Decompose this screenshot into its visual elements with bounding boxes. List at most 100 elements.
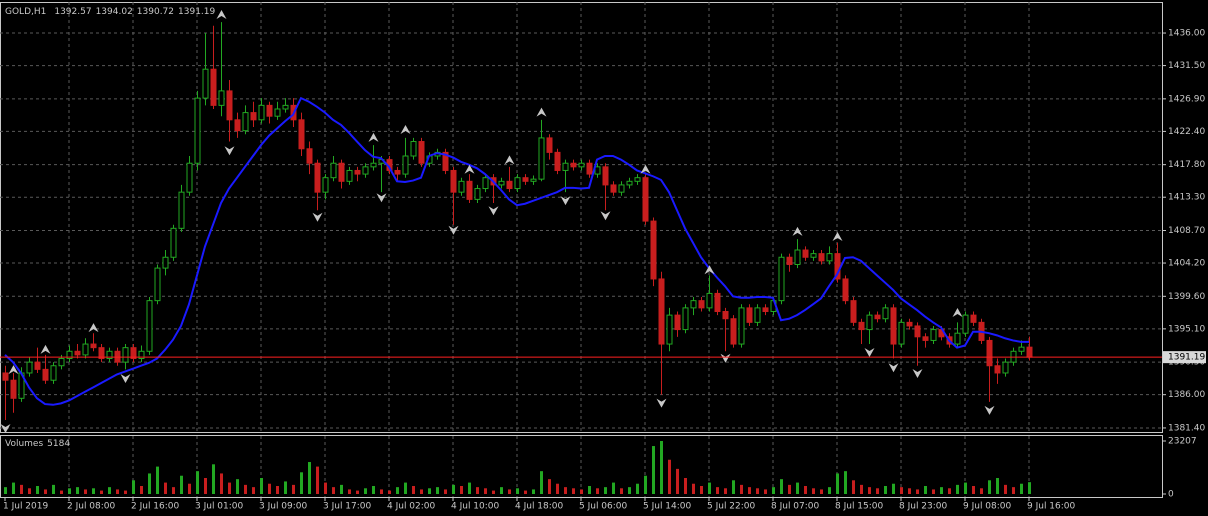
- candle-body: [450, 169, 457, 193]
- candle-body: [514, 177, 521, 190]
- volume-bar: [356, 490, 359, 494]
- volume-bar: [796, 482, 799, 494]
- candle-body: [930, 329, 937, 341]
- candle-body: [866, 314, 873, 331]
- y-tick-label: 1436.00: [1168, 29, 1205, 39]
- volume-bar: [740, 484, 743, 494]
- candle-body: [642, 177, 649, 222]
- volume-bar: [388, 490, 391, 494]
- fractal-up: [368, 132, 379, 142]
- candle-body: [722, 310, 729, 320]
- candle-body: [402, 155, 409, 175]
- volume-bar: [756, 488, 759, 494]
- volume-bar: [628, 487, 631, 494]
- candle-body: [914, 325, 921, 338]
- candle-body: [314, 162, 321, 193]
- volume-bar: [1012, 487, 1015, 494]
- volume-bar: [1028, 482, 1031, 494]
- volume-bar: [172, 487, 175, 494]
- candle-body: [106, 350, 113, 360]
- volume-bar: [396, 487, 399, 494]
- fractal-up: [464, 164, 475, 174]
- volume-bar: [660, 441, 663, 494]
- candle-body: [330, 162, 337, 179]
- volume-bar: [1020, 483, 1023, 494]
- volume-bar: [452, 484, 455, 494]
- candle-body: [546, 137, 553, 153]
- volume-bar: [468, 482, 471, 494]
- volume-bar: [988, 480, 991, 494]
- y-tick-label: 0: [1168, 490, 1174, 500]
- candle-body: [906, 321, 913, 327]
- candle-body: [874, 314, 881, 320]
- x-tick-label: 2 Jul 08:00: [67, 502, 116, 512]
- fractal-up: [40, 344, 51, 354]
- candle-body: [882, 307, 889, 320]
- candle-body: [890, 307, 897, 345]
- candle-body: [994, 365, 1001, 374]
- candle-body: [146, 300, 153, 352]
- volume-bar: [516, 488, 519, 494]
- x-tick-label: 8 Jul 15:00: [835, 502, 884, 512]
- volume-pane: [0, 435, 1163, 498]
- volume-bar: [564, 487, 567, 494]
- x-tick-label: 5 Jul 06:00: [579, 502, 628, 512]
- volume-bar: [748, 487, 751, 494]
- candle-body: [802, 249, 809, 258]
- x-tick-label: 9 Jul 08:00: [963, 502, 1012, 512]
- volume-bar: [556, 483, 559, 494]
- volume-bar: [148, 473, 151, 494]
- candle-body: [282, 104, 289, 110]
- x-tick-label: 4 Jul 02:00: [387, 502, 436, 512]
- fractal-up: [640, 164, 651, 174]
- candle-body: [418, 141, 425, 164]
- volume-bar: [12, 482, 15, 494]
- volume-bar: [612, 482, 615, 494]
- volume-bar: [996, 478, 999, 494]
- candle-body: [226, 90, 233, 121]
- volume-bar: [484, 488, 487, 494]
- candle-body: [250, 112, 257, 121]
- fractal-down: [912, 368, 923, 378]
- volume-bar: [260, 478, 263, 494]
- candle-body: [170, 227, 177, 258]
- candle-body: [666, 314, 673, 345]
- volume-bar: [60, 490, 63, 494]
- volume-bar: [340, 484, 343, 494]
- volume-bar: [524, 490, 527, 494]
- volume-bar: [196, 471, 199, 494]
- volume-bar: [284, 481, 287, 494]
- candle-body: [466, 180, 473, 200]
- volume-bar: [28, 488, 31, 494]
- x-tick-label: 5 Jul 22:00: [707, 502, 756, 512]
- last-open: 1392.57: [54, 7, 91, 17]
- candle-body: [538, 137, 545, 180]
- candle-body: [58, 358, 65, 367]
- fractal-up: [8, 365, 19, 375]
- volume-bar: [276, 486, 279, 494]
- y-tick-label: 1404.20: [1168, 259, 1205, 269]
- candle-body: [26, 361, 33, 374]
- candle-body: [42, 368, 49, 381]
- candle-body: [794, 249, 801, 265]
- volume-bar: [348, 489, 351, 494]
- fractal-up: [704, 265, 715, 275]
- candle-body: [10, 379, 17, 399]
- volume-bar: [836, 473, 839, 494]
- candle-body: [82, 343, 89, 356]
- volume-bar: [652, 446, 655, 494]
- y-tick-label: 1395.10: [1168, 324, 1205, 334]
- volume-bar: [972, 486, 975, 494]
- candle-body: [130, 347, 137, 360]
- volume-bar: [852, 480, 855, 494]
- candle-body: [338, 162, 345, 182]
- volume-bar: [324, 482, 327, 494]
- volume-bar: [700, 486, 703, 494]
- volume-bar: [884, 486, 887, 494]
- volume-bar: [844, 471, 847, 494]
- candle-body: [650, 220, 657, 280]
- volume-bar: [332, 487, 335, 494]
- volume-bar: [132, 480, 135, 494]
- candle-body: [690, 300, 697, 309]
- volume-bar: [980, 488, 983, 494]
